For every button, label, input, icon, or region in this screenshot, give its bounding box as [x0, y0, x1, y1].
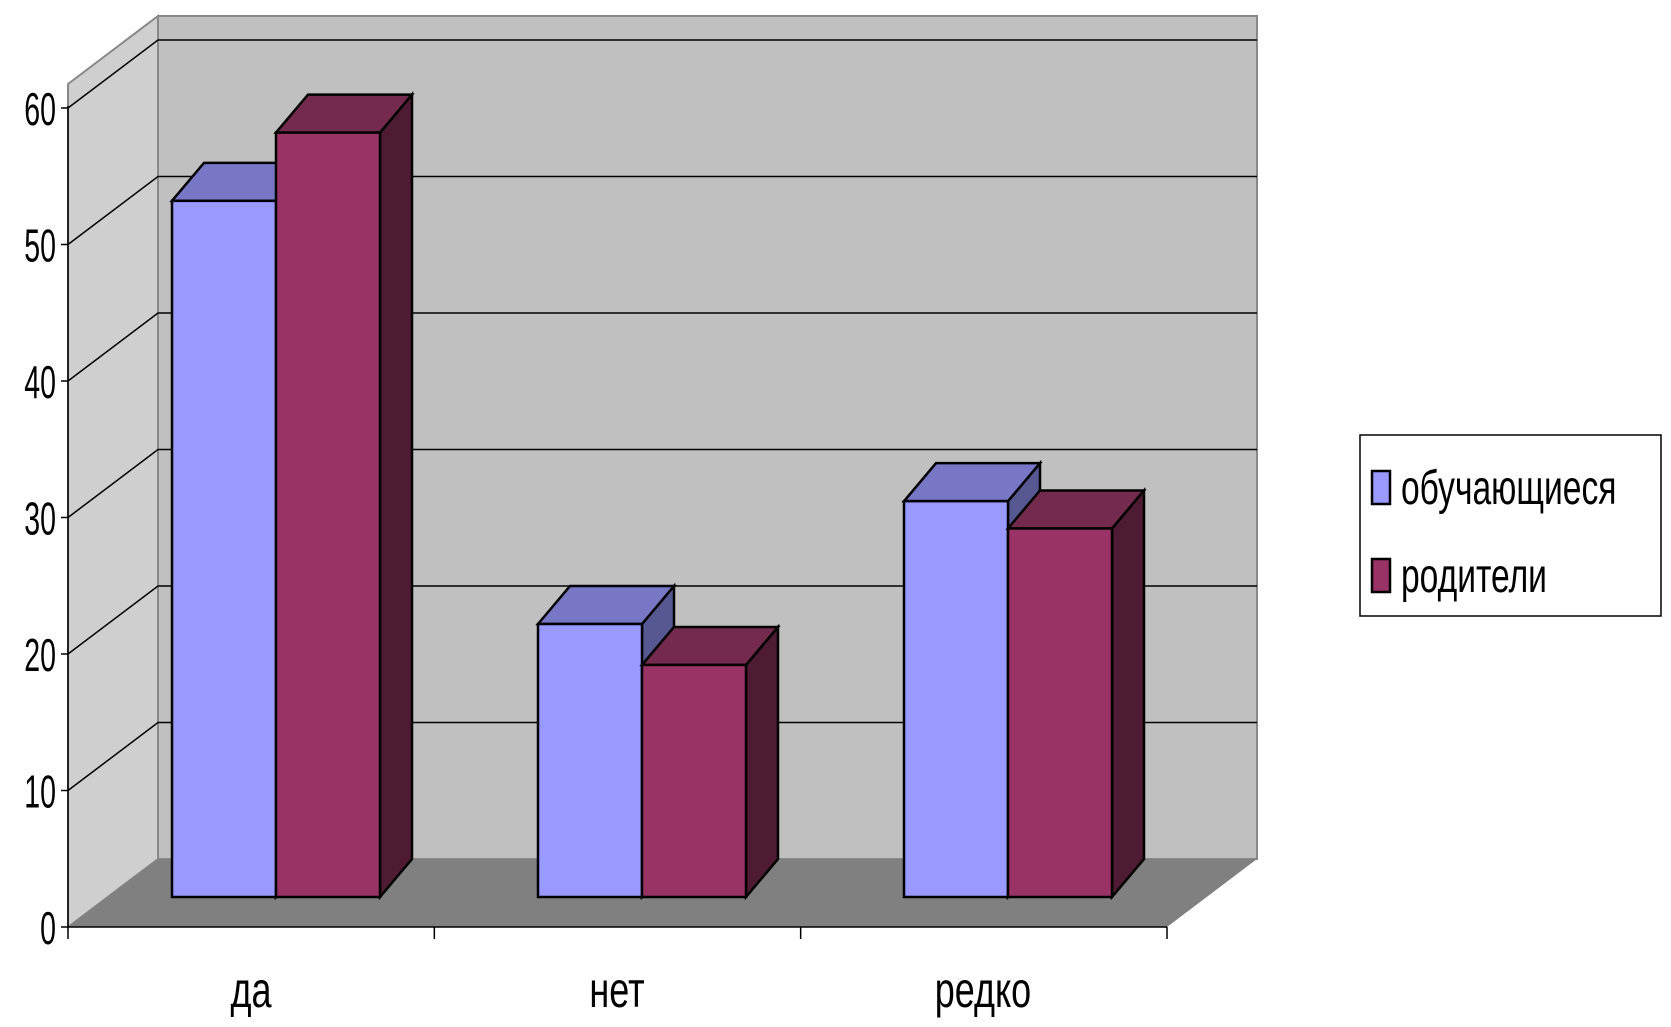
legend-label: обучающиеся	[1401, 460, 1616, 514]
gridline	[67, 175, 1257, 246]
bar-side	[744, 623, 780, 901]
x-tick-label: редко	[935, 963, 1031, 1018]
legend-swatch	[1370, 557, 1392, 594]
legend-swatch	[1370, 469, 1392, 506]
bar-side	[378, 91, 414, 901]
bar	[274, 131, 382, 899]
y-tick-label: 10	[24, 767, 56, 819]
x-tick-label: нет	[589, 963, 644, 1018]
y-tick-label: 50	[24, 221, 56, 273]
gridline	[67, 312, 1257, 382]
bar	[536, 622, 644, 899]
y-tick-label: 30	[24, 494, 56, 546]
legend: обучающиеся родители	[1359, 434, 1662, 617]
y-tick-label: 20	[24, 630, 56, 682]
gridline	[67, 448, 1257, 519]
legend-box	[1359, 434, 1662, 617]
y-tick-label: 0	[40, 903, 56, 955]
gridline	[67, 721, 1257, 792]
side-wall	[67, 13, 159, 930]
legend-label: родители	[1401, 548, 1547, 602]
y-tick-labels: 0 10 20 30 40 50 60	[24, 84, 56, 955]
bar	[902, 499, 1010, 899]
axes	[61, 106, 1168, 939]
gridline	[67, 585, 1257, 655]
gridlines	[67, 39, 1257, 792]
bars	[169, 91, 1147, 901]
y-tick-label: 40	[24, 357, 56, 409]
x-tick-label: да	[230, 963, 272, 1018]
y-tick-label: 60	[24, 84, 56, 136]
bar	[640, 663, 748, 899]
bar	[170, 199, 278, 899]
x-tick-labels: да нет редко	[230, 963, 1031, 1018]
bar-side	[1110, 487, 1146, 901]
gridline	[67, 39, 1257, 109]
bar	[1006, 527, 1114, 899]
